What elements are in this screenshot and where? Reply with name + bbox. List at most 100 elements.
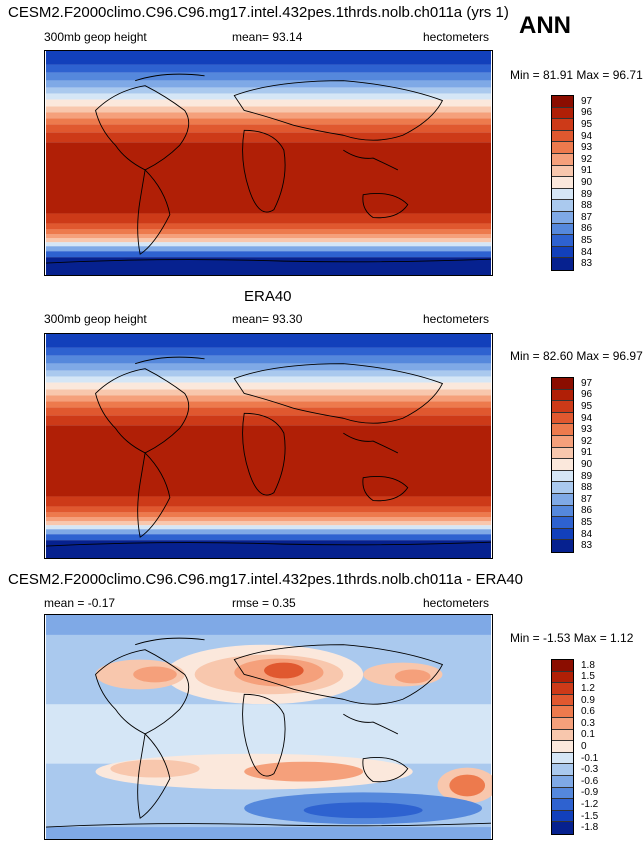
colorbar-label: 95 (581, 401, 593, 412)
panel3-title: CESM2.F2000climo.C96.C96.mg17.intel.432p… (8, 571, 524, 588)
colorbar-swatch (552, 660, 573, 672)
colorbar-swatch (552, 752, 573, 765)
colorbar-swatch (552, 119, 573, 131)
colorbar-swatch (552, 459, 573, 471)
colorbar-label: 94 (581, 130, 593, 142)
colorbar-label: 90 (581, 459, 593, 470)
colorbar-swatch (552, 200, 573, 212)
colorbar-swatch (552, 683, 573, 695)
panel1-mean: mean= 93.14 (232, 30, 303, 44)
colorbar-label: 1.5 (581, 671, 595, 683)
colorbar-swatch (552, 153, 573, 166)
panel1-variable: 300mb geop height (44, 30, 147, 44)
colorbar-swatch (552, 810, 573, 823)
colorbar-label: 88 (581, 200, 593, 212)
colorbar-swatch (552, 107, 573, 120)
colorbar-label: 83 (581, 540, 593, 552)
colorbar-label: 92 (581, 435, 593, 447)
colorbar-label: 84 (581, 246, 593, 258)
colorbar-swatch (552, 671, 573, 684)
colorbar-label: 1.2 (581, 683, 595, 694)
colorbar-swatch (552, 447, 573, 460)
colorbar-label: 0.6 (581, 706, 595, 718)
colorbar-swatch (552, 389, 573, 402)
colorbar-label: 87 (581, 493, 593, 505)
colorbar-label: 84 (581, 528, 593, 540)
colorbar-swatch (552, 378, 573, 390)
panel3-units: hectometers (423, 596, 490, 610)
colorbar-swatch (552, 96, 573, 108)
colorbar-swatch (552, 741, 573, 753)
panel2-map-svg (45, 334, 492, 558)
panel3-mean: mean = -0.17 (44, 596, 116, 610)
colorbar-swatch (552, 412, 573, 425)
panel2-map (44, 333, 493, 559)
colorbar-swatch (552, 482, 573, 494)
colorbar-swatch (552, 694, 573, 707)
panel1-minmax: Min = 81.91 Max = 96.71 (510, 68, 643, 82)
colorbar-label: 89 (581, 188, 593, 200)
colorbar-swatch (552, 401, 573, 413)
colorbar-label: -0.1 (581, 752, 599, 764)
panel1-colorbar (551, 95, 574, 271)
case-title: CESM2.F2000climo.C96.C96.mg17.intel.432p… (8, 4, 509, 21)
colorbar-label: 85 (581, 235, 593, 246)
colorbar-swatch (552, 177, 573, 189)
panel1-map (44, 50, 493, 276)
colorbar-label: -1.5 (581, 810, 599, 822)
colorbar-swatch (552, 435, 573, 448)
colorbar-swatch (552, 188, 573, 201)
colorbar-label: 92 (581, 153, 593, 165)
colorbar-swatch (552, 717, 573, 730)
colorbar-swatch (552, 130, 573, 143)
colorbar-swatch (552, 493, 573, 506)
panel2-mean: mean= 93.30 (232, 312, 303, 326)
colorbar-label: 1.8 (581, 659, 595, 671)
colorbar-swatch (552, 799, 573, 811)
colorbar-label: -1.8 (581, 822, 599, 834)
colorbar-swatch (552, 787, 573, 800)
colorbar-label: 91 (581, 447, 593, 459)
colorbar-label: 93 (581, 424, 593, 436)
colorbar-label: 94 (581, 412, 593, 424)
colorbar-label: -1.2 (581, 799, 599, 810)
colorbar-label: 86 (581, 505, 593, 517)
colorbar-swatch (552, 528, 573, 541)
colorbar-label: -0.9 (581, 787, 599, 799)
colorbar-swatch (552, 775, 573, 788)
panel2-variable: 300mb geop height (44, 312, 147, 326)
panel3-minmax: Min = -1.53 Max = 1.12 (510, 631, 634, 645)
colorbar-label: 0 (581, 741, 587, 752)
colorbar-swatch (552, 470, 573, 483)
colorbar-swatch (552, 505, 573, 518)
colorbar-label: 86 (581, 223, 593, 235)
colorbar-label: 85 (581, 517, 593, 528)
colorbar-swatch (552, 764, 573, 776)
colorbar-label: 91 (581, 165, 593, 177)
colorbar-swatch (552, 165, 573, 178)
colorbar-label: -0.3 (581, 764, 599, 776)
colorbar-label: 0.3 (581, 717, 595, 729)
panel2-units: hectometers (423, 312, 490, 326)
panel1-units: hectometers (423, 30, 490, 44)
colorbar-swatch (552, 246, 573, 259)
colorbar-label: 0.1 (581, 729, 595, 741)
season-label: ANN (519, 12, 571, 39)
colorbar-swatch (552, 540, 573, 552)
colorbar-swatch (552, 706, 573, 718)
colorbar-swatch (552, 822, 573, 834)
colorbar-swatch (552, 235, 573, 247)
colorbar-swatch (552, 211, 573, 224)
panel1-map-svg (45, 51, 492, 275)
panel3-map-svg (45, 615, 492, 839)
colorbar-swatch (552, 223, 573, 236)
colorbar-label: 87 (581, 211, 593, 223)
colorbar-label: 95 (581, 119, 593, 130)
colorbar-swatch (552, 258, 573, 270)
colorbar-swatch (552, 142, 573, 154)
colorbar-label: 97 (581, 377, 593, 389)
colorbar-label: 96 (581, 107, 593, 119)
panel3-colorbar (551, 659, 574, 835)
colorbar-label: 97 (581, 95, 593, 107)
colorbar-swatch (552, 729, 573, 742)
